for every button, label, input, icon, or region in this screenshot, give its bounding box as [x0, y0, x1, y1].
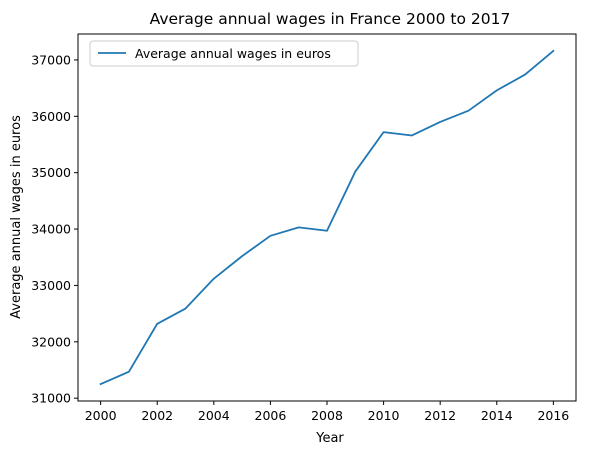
x-tick-label: 2010 — [368, 408, 400, 423]
legend-box — [89, 40, 359, 67]
x-tick-label: 2004 — [198, 408, 230, 423]
plot-area — [99, 49, 555, 386]
y-tick-label: 33000 — [31, 278, 71, 293]
x-tick-label: 2006 — [255, 408, 287, 423]
x-tick-label: 2008 — [311, 408, 343, 423]
legend-label: Average annual wages in euros — [135, 46, 331, 61]
y-tick-label: 35000 — [31, 165, 71, 180]
x-tick-label: 2014 — [481, 408, 513, 423]
x-tick-label: 2016 — [537, 408, 569, 423]
y-tick-label: 34000 — [31, 222, 71, 237]
x-axis-label: Year — [315, 431, 344, 446]
x-tick-label: 2002 — [141, 408, 173, 423]
y-axis-label: Average annual wages in euros — [9, 115, 24, 319]
chart-title: Average annual wages in France 2000 to 2… — [150, 10, 511, 28]
x-axis: 2000 2002 2004 2006 2008 2010 2012 2014 2016 — [85, 401, 569, 423]
legend: Average annual wages in euros — [89, 40, 359, 67]
y-tick-label: 32000 — [31, 334, 71, 349]
y-tick-label: 36000 — [31, 109, 71, 124]
y-tick-label: 37000 — [31, 52, 71, 67]
x-tick-label: 2012 — [424, 408, 456, 423]
x-tick-label: 2000 — [85, 408, 117, 423]
y-tick-label: 31000 — [31, 391, 71, 406]
y-axis: 31000 32000 33000 34000 35000 36000 37000 — [31, 52, 78, 406]
series-line — [99, 49, 555, 386]
